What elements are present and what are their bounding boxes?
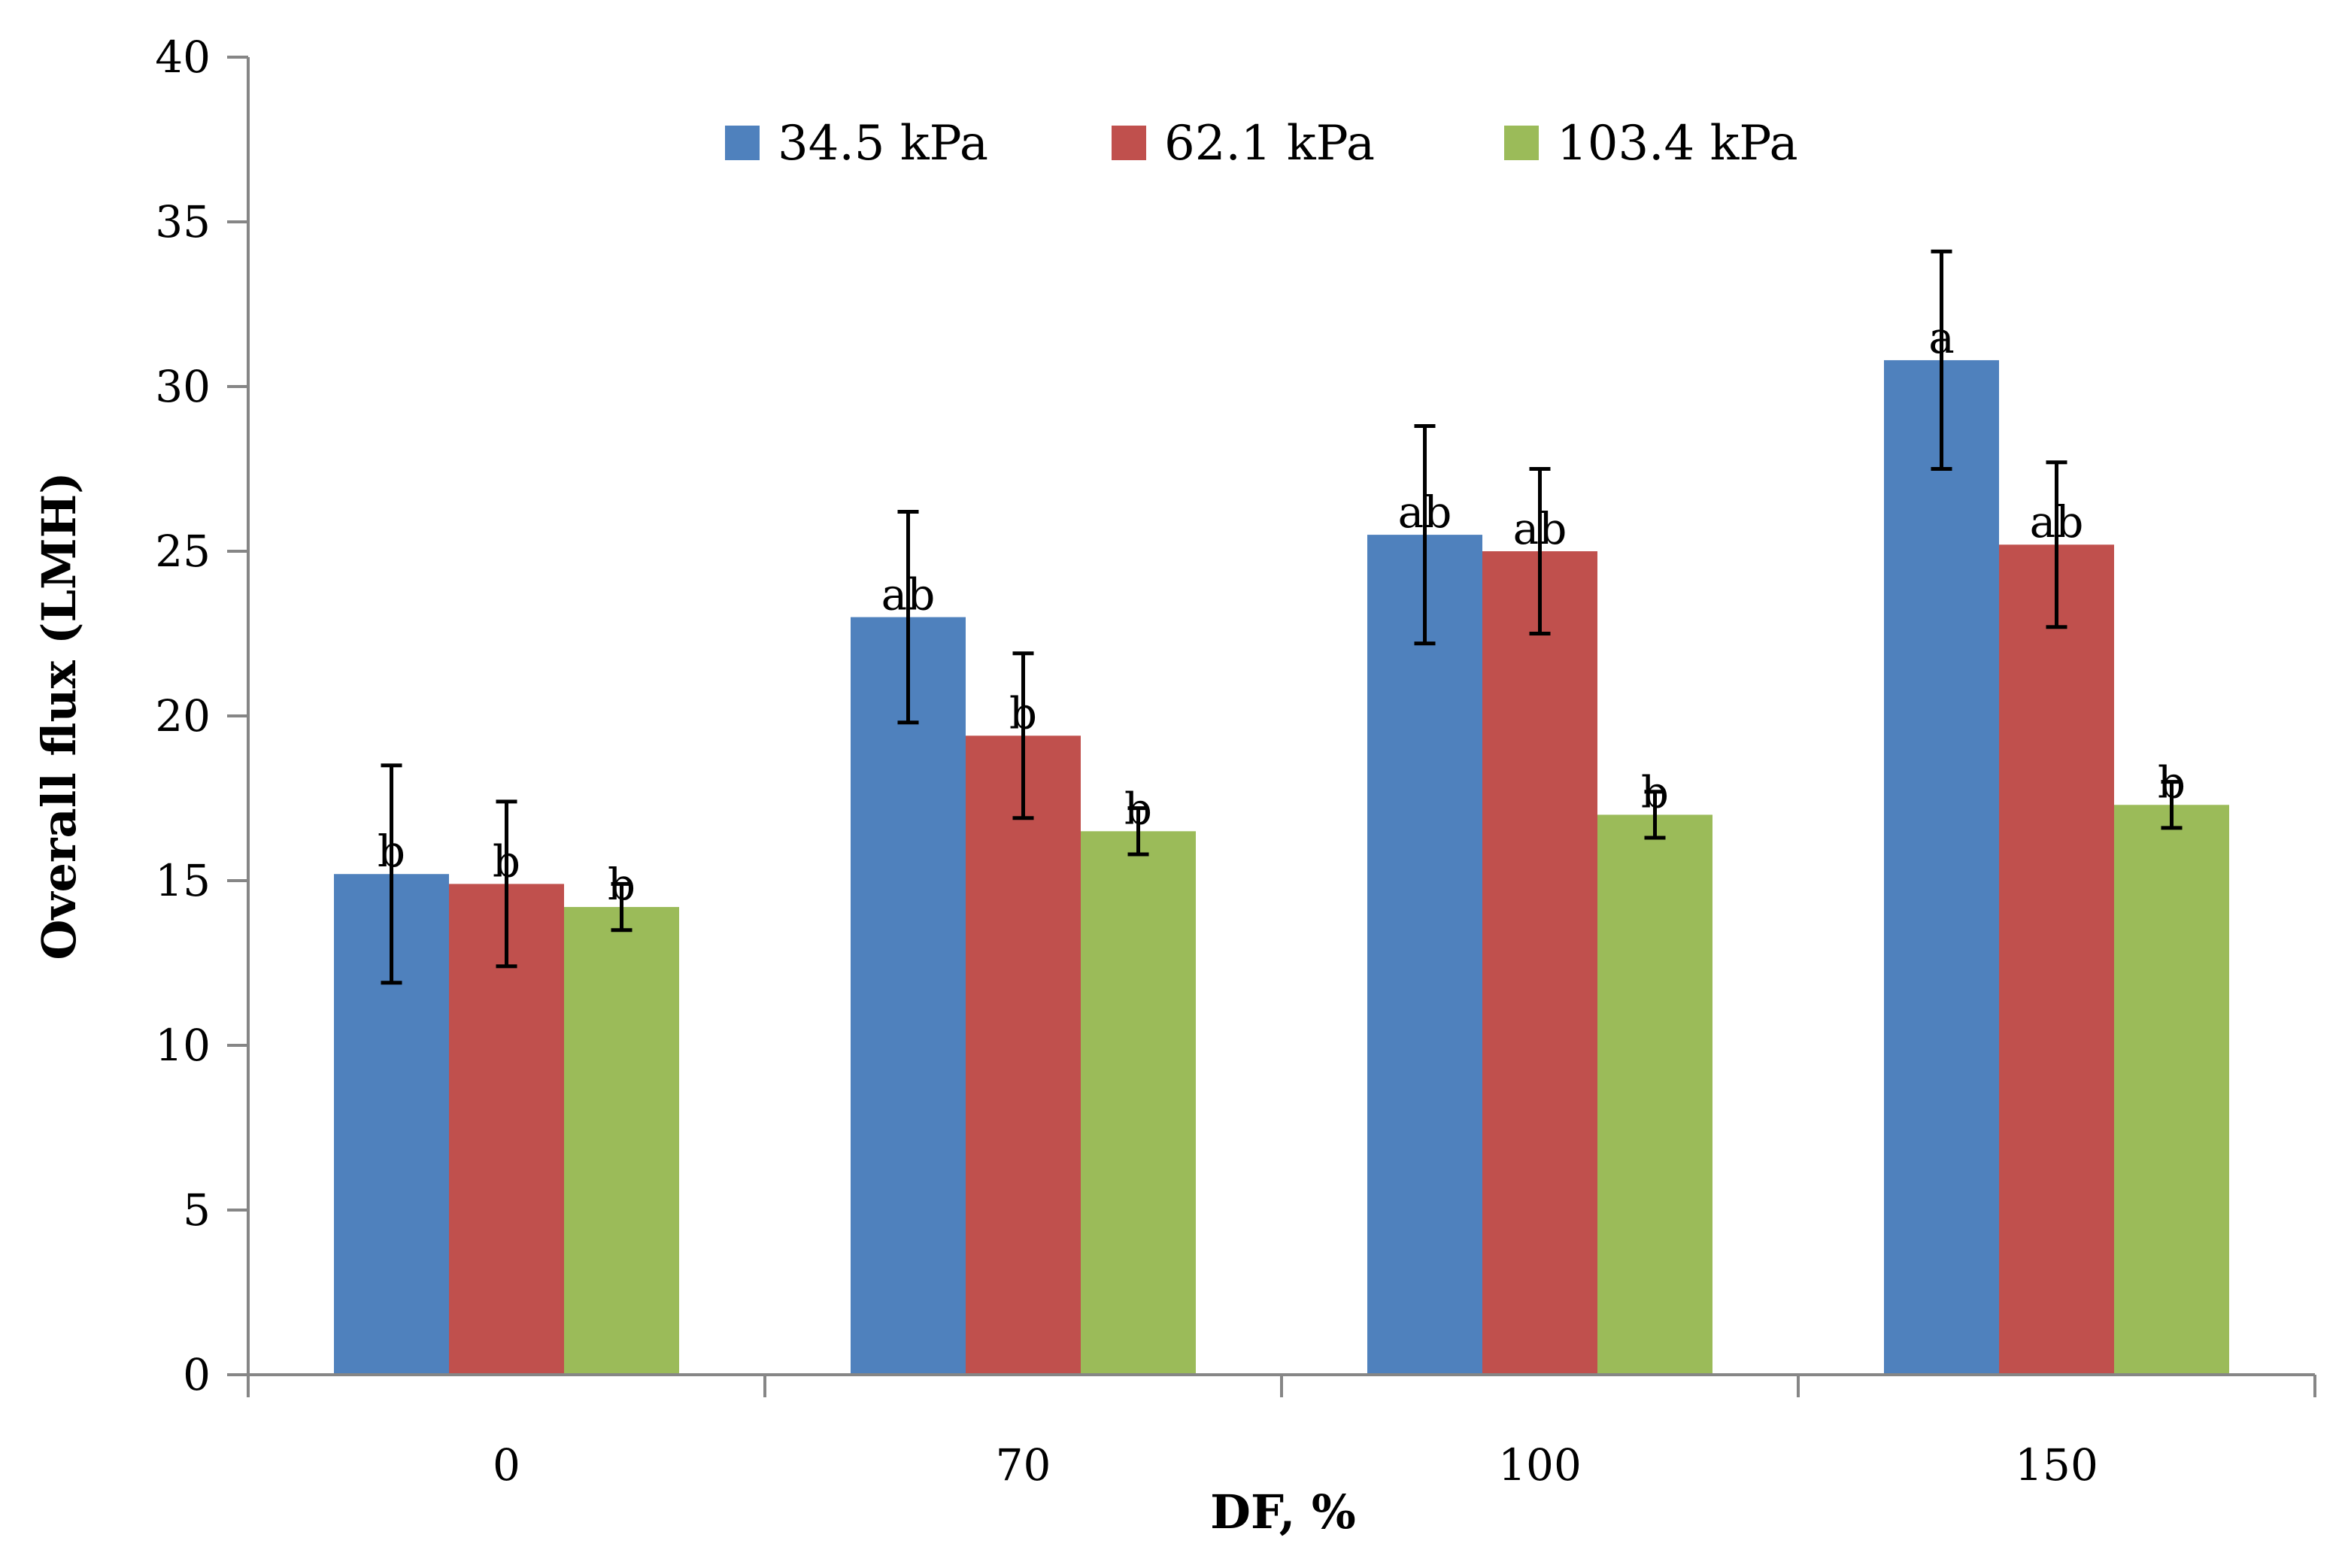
significance-label: b <box>1124 783 1152 834</box>
y-axis-title: Overall flux (LMH) <box>32 472 86 960</box>
legend-swatch <box>1504 126 1539 160</box>
y-tick-label: 10 <box>155 1020 211 1071</box>
significance-label: b <box>1641 766 1669 817</box>
bar <box>1597 814 1712 1375</box>
bar <box>2114 805 2229 1375</box>
significance-label: b <box>378 826 405 877</box>
legend-label: 62.1 kPa <box>1164 116 1375 171</box>
bar <box>1999 544 2114 1375</box>
x-tick-label: 150 <box>2015 1439 2098 1491</box>
y-tick-label: 40 <box>155 32 211 83</box>
x-axis-title: DF, % <box>1210 1485 1356 1539</box>
legend-swatch <box>1112 126 1146 160</box>
x-tick-label: 100 <box>1498 1439 1582 1491</box>
significance-label: b <box>608 859 636 910</box>
significance-label: ab <box>2030 496 2084 547</box>
x-ticks-layer: 0 70 100 150 <box>247 1375 2316 1491</box>
bar <box>1884 359 1999 1375</box>
y-tick-label: 35 <box>155 196 211 247</box>
significance-label: b <box>2158 757 2186 808</box>
significance-label: b <box>1009 687 1037 739</box>
bar <box>564 907 679 1375</box>
significance-label: b <box>493 836 520 887</box>
legend-label: 103.4 kPa <box>1557 116 1798 171</box>
legend-label: 34.5 kPa <box>778 116 988 171</box>
legend: 34.5 kPa 62.1 kPa 103.4 kPa <box>725 116 1798 171</box>
bar <box>851 617 966 1375</box>
bar <box>1482 551 1597 1375</box>
y-tick-label: 20 <box>155 690 211 742</box>
x-tick-label: 0 <box>493 1439 520 1491</box>
significance-label: a <box>1928 312 1955 363</box>
significance-label: ab <box>1513 503 1567 554</box>
y-tick-label: 25 <box>155 526 211 577</box>
significance-label: ab <box>881 569 936 620</box>
error-bars-layer <box>381 249 2183 985</box>
y-tick-label: 5 <box>183 1184 211 1236</box>
y-ticks-layer: 0 5 10 15 20 25 30 35 40 <box>155 32 248 1400</box>
bar <box>966 735 1081 1375</box>
y-tick-label: 0 <box>183 1349 211 1400</box>
significance-labels-layer: b b b ab b b ab ab b a ab b <box>378 312 2186 910</box>
bar <box>1367 535 1482 1375</box>
x-tick-label: 70 <box>996 1439 1051 1491</box>
y-tick-label: 30 <box>155 361 211 412</box>
bars-layer <box>334 359 2229 1375</box>
legend-swatch <box>725 126 760 160</box>
y-tick-label: 15 <box>155 855 211 906</box>
bar <box>1081 831 1196 1375</box>
significance-label: ab <box>1398 487 1452 538</box>
